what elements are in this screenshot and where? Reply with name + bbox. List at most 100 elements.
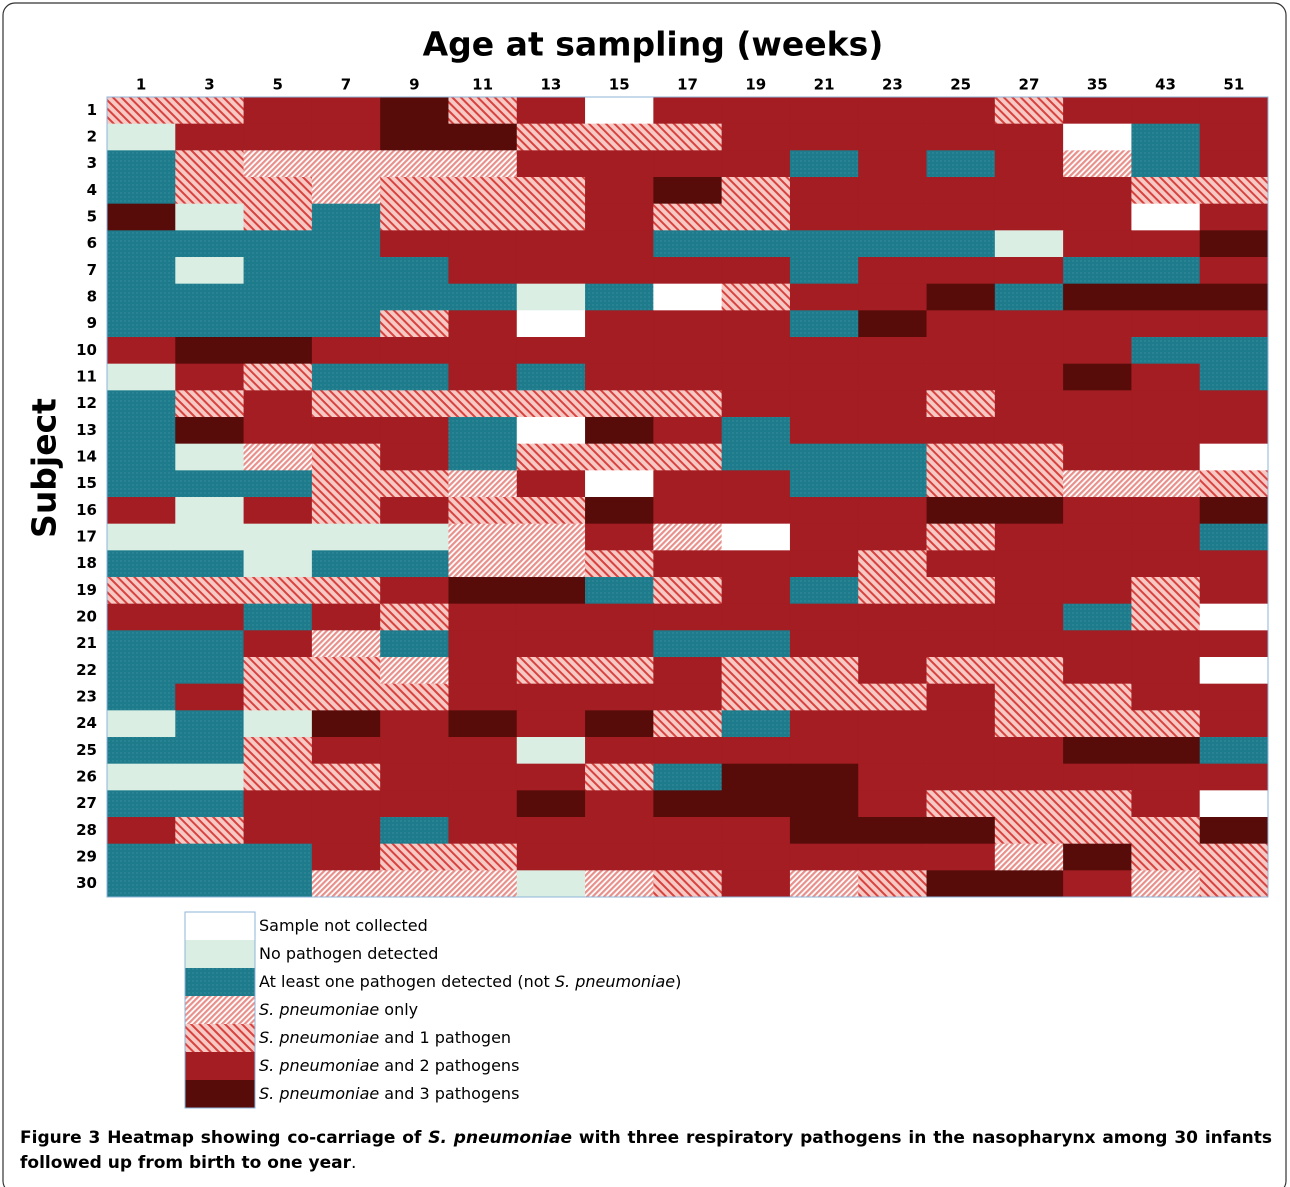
heatmap-cell [380, 523, 449, 551]
heatmap-cell [175, 630, 244, 658]
legend-swatch [185, 1080, 255, 1108]
heatmap-cell [585, 577, 654, 605]
heatmap-cell [380, 577, 449, 605]
heatmap-cell [858, 310, 927, 338]
heatmap-cell [721, 603, 791, 631]
heatmap-cell [721, 417, 791, 445]
heatmap-cell [1199, 310, 1269, 338]
heatmap-cell [1131, 97, 1201, 125]
column-label: 35 [1087, 76, 1108, 94]
heatmap-cell [585, 310, 654, 338]
heatmap-cell [516, 97, 586, 125]
heatmap-cell [243, 523, 313, 551]
heatmap-cell [1131, 230, 1201, 258]
heatmap-cell [926, 123, 996, 151]
heatmap-cell [380, 123, 449, 151]
heatmap-cell [311, 230, 381, 258]
heatmap-cell [1063, 363, 1132, 391]
legend-label-part: and 2 pathogens [379, 1056, 519, 1075]
legend-label-part: and 1 pathogen [379, 1028, 511, 1047]
column-label: 13 [540, 76, 561, 94]
heatmap-cell [243, 177, 313, 205]
heatmap-cell [585, 97, 654, 125]
heatmap-cell [516, 603, 586, 631]
heatmap-cell [311, 870, 381, 898]
heatmap-cell [721, 577, 791, 605]
heatmap-cell [721, 97, 791, 125]
row-label: 4 [87, 181, 97, 199]
heatmap-cell [1199, 630, 1269, 658]
heatmap-cell [516, 683, 586, 711]
heatmap-cell [175, 150, 244, 178]
heatmap-cell [994, 710, 1064, 738]
heatmap-cell [1199, 150, 1269, 178]
heatmap-cell [516, 870, 586, 898]
heatmap-cell [311, 657, 381, 685]
heatmap-cell [516, 203, 586, 231]
heatmap-cell [721, 817, 791, 845]
heatmap-cell [311, 177, 381, 205]
row-label: 7 [87, 261, 97, 279]
heatmap-cell [1063, 790, 1132, 818]
heatmap-cell [585, 790, 654, 818]
heatmap-cell [311, 123, 381, 151]
heatmap-cell [926, 337, 996, 365]
caption-part: Heatmap showing co-carriage of [100, 1128, 429, 1148]
legend-label-part: No pathogen detected [259, 944, 438, 963]
heatmap-cell [516, 390, 586, 418]
heatmap-cell [789, 497, 859, 525]
heatmap-cell [1131, 470, 1201, 498]
legend-label: S. pneumoniae only [259, 1000, 418, 1019]
heatmap-cell [585, 230, 654, 258]
heatmap-cell [721, 470, 791, 498]
heatmap-cell [516, 523, 586, 551]
column-label: 43 [1155, 76, 1176, 94]
heatmap-cell [653, 470, 723, 498]
heatmap-cell [516, 790, 586, 818]
heatmap-cell [311, 683, 381, 711]
heatmap-cell [858, 843, 927, 871]
heatmap-cell [516, 230, 586, 258]
heatmap-cell [721, 843, 791, 871]
heatmap-cell [1199, 257, 1269, 285]
heatmap-cell [721, 790, 791, 818]
heatmap-cell [243, 283, 313, 311]
heatmap-cell [448, 657, 518, 685]
heatmap-cell [243, 310, 313, 338]
heatmap-cell [243, 203, 313, 231]
heatmap-cell [107, 337, 176, 365]
heatmap-cell [311, 843, 381, 871]
heatmap-cell [926, 790, 996, 818]
heatmap-cell [926, 97, 996, 125]
heatmap-cell [243, 97, 313, 125]
row-label: 16 [76, 501, 97, 519]
legend-label-part: At least one pathogen detected (not [259, 972, 555, 991]
row-label: 29 [76, 848, 97, 866]
heatmap-cell [1063, 337, 1132, 365]
heatmap-cell [380, 337, 449, 365]
legend-label: No pathogen detected [259, 944, 438, 963]
heatmap-cell [175, 417, 244, 445]
heatmap-cell [1199, 203, 1269, 231]
heatmap-cell [994, 177, 1064, 205]
heatmap-cell [858, 630, 927, 658]
heatmap-cell [789, 150, 859, 178]
heatmap-cell [926, 577, 996, 605]
heatmap-cell [107, 443, 176, 471]
heatmap-cell [107, 470, 176, 498]
heatmap-cell [1063, 683, 1132, 711]
heatmap-cell [243, 550, 313, 578]
heatmap-cell [311, 523, 381, 551]
column-label: 25 [950, 76, 971, 94]
heatmap-cell [448, 257, 518, 285]
heatmap-cell [448, 123, 518, 151]
heatmap-cell [926, 710, 996, 738]
heatmap-cell [243, 497, 313, 525]
heatmap-cell [858, 737, 927, 765]
heatmap-cell [721, 443, 791, 471]
heatmap-cell [994, 790, 1064, 818]
legend-swatch [185, 996, 255, 1024]
heatmap-cell [1199, 737, 1269, 765]
heatmap-cell [789, 390, 859, 418]
